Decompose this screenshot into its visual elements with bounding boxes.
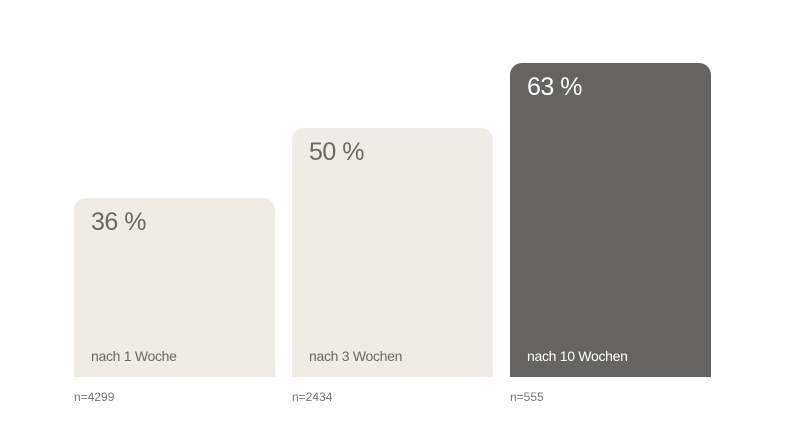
category-label: nach 1 Woche [91, 347, 177, 364]
category-label: nach 10 Wochen [527, 348, 628, 364]
data-label: 36 % [91, 207, 146, 236]
data-label: 50 % [309, 137, 364, 166]
bar-2: 50 % nach 3 Wochen [292, 127, 493, 377]
data-label: 63 % [527, 73, 582, 101]
sample-size-label: n=4299 [74, 390, 115, 404]
bar-1: 36 % nach 1 Woche [74, 197, 275, 377]
sample-size-label: n=2434 [292, 390, 333, 404]
category-label: nach 3 Wochen [309, 347, 403, 364]
bar-3: 63 % nach 10 Wochen [510, 63, 711, 377]
sample-size-label: n=555 [510, 390, 544, 404]
